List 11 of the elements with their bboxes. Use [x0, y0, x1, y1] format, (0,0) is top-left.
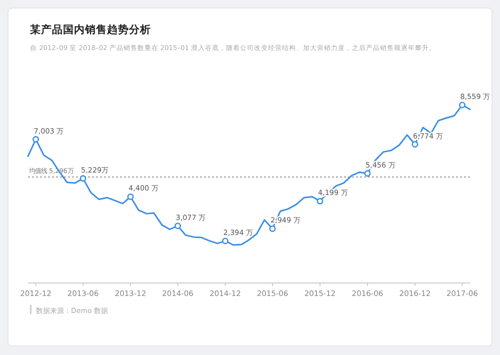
- point: [32, 136, 40, 143]
- point: [127, 193, 134, 200]
- chart-title: 某产品国内销售趋势分析: [29, 23, 151, 36]
- point: [80, 175, 86, 182]
- point: [316, 198, 324, 204]
- point: [412, 141, 418, 148]
- point: [364, 170, 371, 177]
- point: [222, 238, 228, 244]
- point: [174, 222, 182, 230]
- point: [269, 225, 276, 232]
- point: [458, 102, 466, 108]
